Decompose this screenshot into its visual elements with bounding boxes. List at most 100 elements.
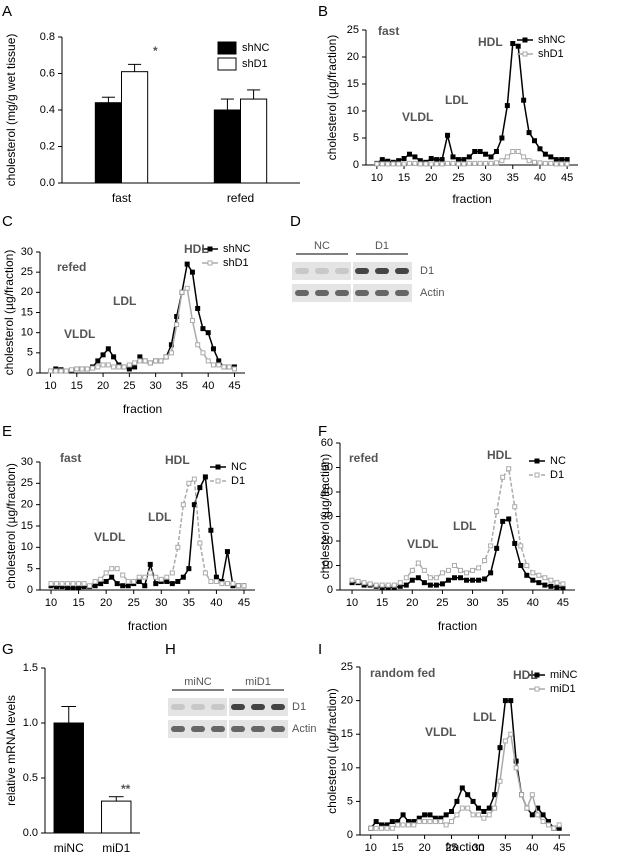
x-tick-label: 15 [376,597,388,609]
bar [94,102,122,184]
panel-letter: E [2,423,12,440]
legend-label: D1 [231,475,245,487]
marker [526,158,532,164]
marker [368,825,374,831]
marker [449,808,455,814]
marker [536,572,542,578]
y-tick-label: 0.5 [23,772,38,784]
marker [515,149,521,154]
x-tick-label: 15 [392,842,404,854]
marker [397,580,403,586]
marker [191,502,197,508]
x-tick-label: 15 [71,380,83,392]
y-tick-label: 20 [341,695,353,707]
marker [163,354,169,360]
marker [147,360,153,366]
marker [532,159,538,165]
marker [553,157,559,163]
marker [506,466,512,472]
blot-band [355,290,369,296]
marker [116,364,122,370]
marker [400,812,406,818]
marker [164,578,170,584]
marker [109,566,115,572]
marker [427,582,433,588]
marker [92,578,98,584]
x-tick-label: 10 [371,172,383,184]
marker [492,805,498,811]
marker [545,822,551,828]
marker [510,41,516,46]
annotation: VLDL [64,327,95,341]
marker [515,43,521,49]
marker [465,805,471,811]
marker [142,574,148,580]
legend-label: shD1 [242,58,268,70]
y-tick-label: 5 [27,563,33,575]
marker [367,581,373,587]
marker [231,366,237,372]
marker [466,154,472,160]
marker [396,161,402,167]
marker [559,157,565,163]
marker [235,583,241,589]
marker [416,819,422,825]
marker [445,160,451,166]
marker [169,570,175,576]
x-tick-label: miD1 [102,841,130,855]
marker [455,157,461,163]
marker [560,581,566,587]
marker [136,578,142,584]
marker [486,812,492,818]
marker [506,516,512,522]
y-tick-label: 0.0 [40,177,55,189]
marker [379,582,385,588]
marker [65,585,71,591]
marker [126,366,132,372]
marker [529,812,535,818]
marker [205,358,211,364]
y-axis-label: cholesterol (µg/fraction) [4,463,18,589]
blot-band [355,268,369,274]
x-tick-label: 20 [100,597,112,609]
marker [90,365,96,371]
marker [409,577,415,583]
annotation: LDL [473,710,496,724]
marker [459,785,465,791]
marker [483,151,489,157]
marker [483,160,489,166]
marker [105,362,111,368]
marker [455,161,461,167]
marker [411,822,417,828]
annotation: refed [57,260,86,274]
marker [406,151,412,157]
legend-swatch [217,57,237,71]
marker [373,819,379,825]
marker [401,161,407,167]
marker [488,154,494,160]
marker [81,581,87,587]
x-tick-label: 20 [425,172,437,184]
marker [125,583,131,589]
y-tick-label: 20 [21,286,33,298]
marker [556,822,562,828]
marker [132,364,138,370]
annotation: HDL [184,242,209,256]
marker [535,812,541,818]
marker [427,812,433,818]
blot-band [315,268,329,274]
marker [551,825,557,831]
marker [548,154,554,160]
marker [65,581,71,587]
marker [213,574,219,580]
marker [59,581,65,587]
y-tick-label: 1.5 [23,662,38,674]
marker [121,364,127,370]
marker [168,350,174,356]
blot-band [271,704,285,710]
marker [98,576,104,582]
x-tick-label: 40 [526,842,538,854]
marker [184,261,190,267]
x-tick-label: 45 [561,172,573,184]
marker [529,792,535,798]
